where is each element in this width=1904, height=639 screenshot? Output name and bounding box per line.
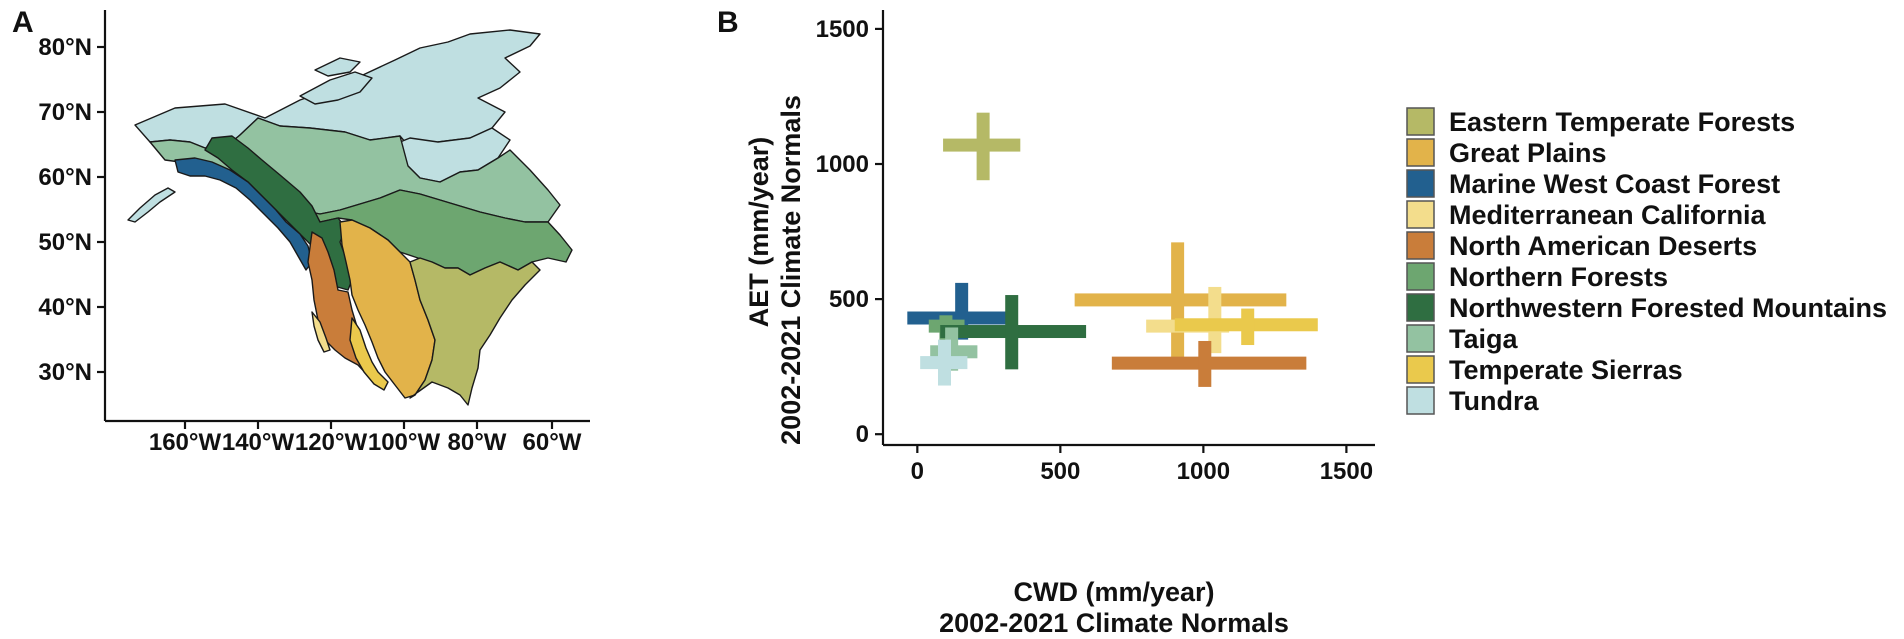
legend-label: Temperate Sierras [1449, 355, 1683, 385]
crossbar-vertical-range [1241, 308, 1255, 346]
y-axis-subtitle: 2002-2021 Climate Normals [776, 95, 806, 445]
aet-cwd-chart-panel: B 0 500 1000 1500 0 500 1000 1500 CWD (mm/year… [717, 6, 1887, 638]
x-tick-label: 500 [1040, 458, 1080, 485]
legend-label: North American Deserts [1449, 231, 1757, 261]
legend-label: Eastern Temperate Forests [1449, 107, 1795, 137]
ecoregion-map-panel: A 80°N 70°N [12, 6, 590, 456]
crossbar-point [1111, 340, 1307, 387]
crossbar-point [1074, 242, 1287, 358]
map-lon-ticks: 160°W 140°W 120°W 100°W 80°W 60°W [149, 421, 582, 456]
legend-swatch [1406, 355, 1435, 384]
legend-label: Great Plains [1449, 138, 1607, 168]
map-regions [127, 29, 573, 406]
crossbar-vertical-range [1171, 242, 1185, 358]
legend-swatch [1406, 107, 1435, 136]
lon-tick-label: 140°W [222, 429, 295, 456]
legend-swatch [1406, 231, 1435, 260]
x-tick-label: 0 [911, 458, 924, 485]
legend-swatch [1406, 169, 1435, 198]
panel-b-letter: B [717, 6, 739, 39]
x-tick-label: 1500 [1320, 458, 1373, 485]
legend-swatch [1406, 262, 1435, 291]
crossbar-point [1174, 308, 1318, 346]
legend-swatch [1406, 200, 1435, 229]
legend-swatch [1406, 386, 1435, 415]
lat-tick-label: 30°N [38, 359, 92, 386]
lon-tick-label: 160°W [149, 429, 222, 456]
region-alaska-peninsula [127, 187, 176, 223]
legend-swatch [1406, 293, 1435, 322]
chart-x-ticks: 0 500 1000 1500 [911, 445, 1373, 485]
lat-tick-label: 70°N [38, 99, 92, 126]
region-marine-west-coast [174, 157, 313, 271]
crossbar-vertical-range [938, 339, 951, 386]
region-temperate-sierras [349, 317, 389, 391]
lon-tick-label: 60°W [523, 429, 582, 456]
x-axis-title: CWD (mm/year) [1013, 577, 1214, 607]
lon-tick-label: 80°W [448, 429, 507, 456]
x-tick-label: 1000 [1177, 458, 1230, 485]
legend-label: Northern Forests [1449, 262, 1668, 292]
region-eastern-temperate-forests [409, 257, 541, 406]
y-tick-label: 1000 [816, 151, 869, 178]
crossbar-vertical-range [1198, 340, 1212, 387]
y-axis-title: AET (mm/year) [744, 137, 774, 328]
lat-tick-label: 50°N [38, 229, 92, 256]
lat-tick-label: 80°N [38, 34, 92, 61]
region-mediterranean-california [311, 311, 331, 353]
region-arctic-island [314, 57, 361, 77]
lat-tick-label: 40°N [38, 294, 92, 321]
legend-label: Marine West Coast Forest [1449, 169, 1780, 199]
y-tick-label: 500 [829, 286, 869, 313]
crossbar-vertical-range [976, 112, 990, 181]
chart-y-ticks: 0 500 1000 1500 [816, 16, 883, 448]
lon-tick-label: 100°W [368, 429, 441, 456]
x-axis-subtitle: 2002-2021 Climate Normals [939, 608, 1289, 638]
legend-label: Taiga [1449, 324, 1518, 354]
lon-tick-label: 120°W [295, 429, 368, 456]
legend-swatch [1406, 324, 1435, 353]
crossbar-point [940, 295, 1087, 370]
legend-label: Tundra [1449, 386, 1539, 416]
panel-a-letter: A [12, 6, 34, 39]
map-lat-ticks: 80°N 70°N 60°N 50°N 40°N 30°N [38, 34, 105, 386]
legend-label: Northwestern Forested Mountains [1449, 293, 1887, 323]
crossbar-vertical-range [1005, 295, 1019, 370]
plot-marks [907, 112, 1318, 387]
y-tick-label: 1500 [816, 16, 869, 43]
legend-label: Mediterranean California [1449, 200, 1767, 230]
crossbar-point [920, 339, 968, 386]
region-arctic-island [299, 71, 373, 105]
lat-tick-label: 60°N [38, 164, 92, 191]
y-tick-label: 0 [856, 421, 869, 448]
crossbar-point [943, 112, 1021, 181]
legend-swatch [1406, 138, 1435, 167]
